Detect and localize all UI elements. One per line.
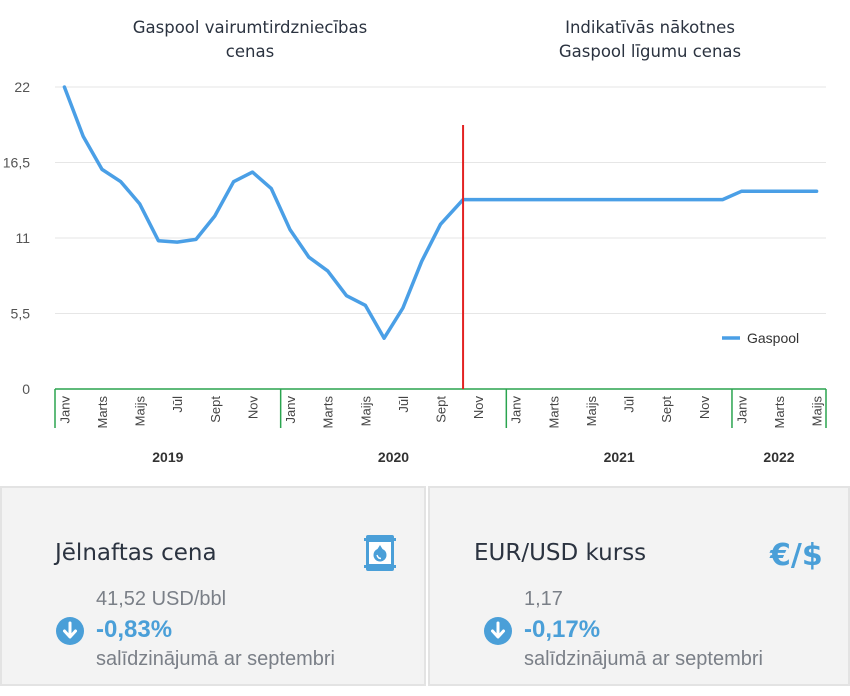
chart-title-futures-line-2: Gaspool līgumu cenas xyxy=(558,42,742,61)
legend-label: Gaspool xyxy=(747,330,799,346)
month-tick-label: Janv xyxy=(57,396,72,424)
chart-title-futures-line-1: Indikatīvās nākotnes xyxy=(565,18,735,37)
month-tick-label: Maijs xyxy=(584,396,599,427)
month-tick-label: Nov xyxy=(697,396,712,420)
arrow-down-icon xyxy=(56,617,84,645)
month-tick-label: Janv xyxy=(734,396,749,424)
month-tick-label: Marts xyxy=(772,396,787,429)
oil-price-card: Jēlnaftas cena 41,52 USD/bbl -0,83% salī… xyxy=(0,486,426,686)
fx-compare-text: salīdzinājumā ar septembri xyxy=(524,648,763,670)
chart-plot: 22 16,5 11 5,5 0 Janv Marts Maijs Jūl Sept Nov Janv… xyxy=(3,79,827,465)
month-tick-label: Sept xyxy=(659,396,674,423)
y-tick-label: 16,5 xyxy=(3,155,30,171)
y-tick-label: 22 xyxy=(14,79,30,95)
y-tick-label: 11 xyxy=(15,230,30,246)
month-tick-label: Maijs xyxy=(133,396,148,427)
chart-title-historical-line-2: cenas xyxy=(225,42,275,61)
month-tick-label: Janv xyxy=(283,396,298,424)
chart-title-historical: Gaspool vairumtirdzniecības cenas xyxy=(100,16,400,64)
year-label: 2022 xyxy=(763,449,794,465)
oil-price-value: 41,52 USD/bbl xyxy=(96,588,227,610)
month-tick-label: Marts xyxy=(95,396,110,429)
month-tick-label: Marts xyxy=(546,396,561,429)
fx-rate-change: -0,17% xyxy=(524,616,601,643)
chart-title-futures: Indikatīvās nākotnes Gaspool līgumu cena… xyxy=(500,16,800,64)
oil-barrel-icon xyxy=(364,535,396,571)
chart-title-historical-line-1: Gaspool vairumtirdzniecības xyxy=(132,18,368,37)
month-tick-label: Jūl xyxy=(170,396,185,413)
eur-usd-card: EUR/USD kurss €/$ 1,17 -0,17% salīdzināj… xyxy=(428,486,850,686)
y-tick-label: 5,5 xyxy=(11,306,31,322)
month-tick-label: Nov xyxy=(471,396,486,420)
oil-price-change: -0,83% xyxy=(96,616,173,643)
month-tick-label: Sept xyxy=(434,396,449,423)
month-tick-label: Jūl xyxy=(396,396,411,413)
month-tick-label: Jūl xyxy=(622,396,637,413)
arrow-down-icon xyxy=(484,617,512,645)
year-label: 2019 xyxy=(152,449,183,465)
fx-rate-value: 1,17 xyxy=(524,588,563,610)
series-line-gaspool xyxy=(62,85,819,340)
month-tick-label: Nov xyxy=(245,396,260,420)
year-label: 2021 xyxy=(604,449,635,465)
fx-card-title: EUR/USD kurss xyxy=(474,540,647,566)
year-label: 2020 xyxy=(378,449,409,465)
month-tick-label: Maijs xyxy=(358,396,373,427)
price-chart: Gaspool vairumtirdzniecības cenas Indika… xyxy=(3,16,827,465)
euro-dollar-icon: €/$ xyxy=(770,538,823,573)
y-tick-label: 0 xyxy=(22,381,30,397)
oil-compare-text: salīdzinājumā ar septembri xyxy=(96,648,335,670)
month-tick-label: Maijs xyxy=(810,396,825,427)
indicator-cards: Jēlnaftas cena 41,52 USD/bbl -0,83% salī… xyxy=(0,486,850,696)
oil-card-title: Jēlnaftas cena xyxy=(55,540,217,566)
month-tick-label: Marts xyxy=(321,396,336,429)
month-tick-label: Janv xyxy=(509,396,524,424)
month-tick-label: Sept xyxy=(208,396,223,423)
